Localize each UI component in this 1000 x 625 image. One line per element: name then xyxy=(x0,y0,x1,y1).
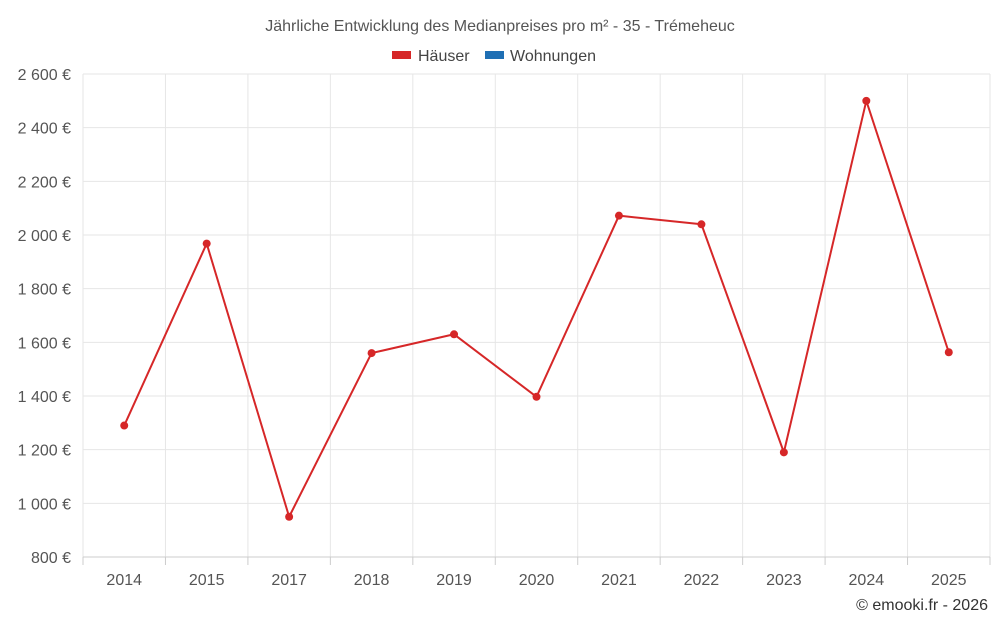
data-point-0-3[interactable] xyxy=(367,349,376,358)
x-tick-label-4: 2019 xyxy=(436,572,472,589)
x-tick-label-6: 2021 xyxy=(601,572,637,589)
data-point-0-0[interactable] xyxy=(120,421,129,430)
legend-label-1: Wohnungen xyxy=(510,48,596,65)
y-tick-label-8: 2 400 € xyxy=(18,121,71,138)
x-tick-label-3: 2018 xyxy=(354,572,390,589)
chart-title: Jährliche Entwicklung des Medianpreises … xyxy=(265,18,735,35)
y-tick-label-2: 1 200 € xyxy=(18,443,71,460)
data-point-0-1[interactable] xyxy=(202,239,211,248)
legend: Häuser Wohnungen xyxy=(392,48,596,65)
grid xyxy=(82,73,991,557)
credit-text: © emooki.fr - 2026 xyxy=(856,597,988,614)
data-point-0-2[interactable] xyxy=(285,512,294,521)
legend-swatch-0 xyxy=(392,51,411,59)
data-point-0-10[interactable] xyxy=(944,348,953,357)
y-tick-label-5: 1 800 € xyxy=(18,282,71,299)
y-tick-label-6: 2 000 € xyxy=(18,228,71,245)
data-point-0-4[interactable] xyxy=(450,330,459,339)
x-axis: 2014 2015 2017 2018 2019 2020 2021 2022 2023 2024… xyxy=(82,556,991,589)
series-layer xyxy=(120,96,953,521)
data-point-0-9[interactable] xyxy=(862,96,871,105)
y-tick-label-4: 1 600 € xyxy=(18,335,71,352)
x-tick-label-0: 2014 xyxy=(106,572,142,589)
y-tick-label-0: 800 € xyxy=(31,550,71,567)
data-point-0-8[interactable] xyxy=(779,448,788,457)
x-tick-label-2: 2017 xyxy=(271,572,307,589)
y-tick-label-3: 1 400 € xyxy=(18,389,71,406)
legend-swatch-1 xyxy=(485,51,504,59)
data-point-0-6[interactable] xyxy=(614,211,623,220)
x-tick-label-8: 2023 xyxy=(766,572,802,589)
y-tick-label-7: 2 200 € xyxy=(18,174,71,191)
y-axis: 800 € 1 000 € 1 200 € 1 400 € 1 600 € 1 800 €… xyxy=(18,67,71,567)
x-tick-label-10: 2025 xyxy=(931,572,967,589)
x-tick-label-5: 2020 xyxy=(519,572,555,589)
data-point-0-7[interactable] xyxy=(697,220,706,229)
x-tick-label-9: 2024 xyxy=(849,572,885,589)
data-point-0-5[interactable] xyxy=(532,392,541,401)
legend-label-0: Häuser xyxy=(418,48,470,65)
x-tick-label-1: 2015 xyxy=(189,572,225,589)
y-tick-label-1: 1 000 € xyxy=(18,496,71,513)
y-tick-label-9: 2 600 € xyxy=(18,67,71,84)
x-tick-label-7: 2022 xyxy=(684,572,720,589)
